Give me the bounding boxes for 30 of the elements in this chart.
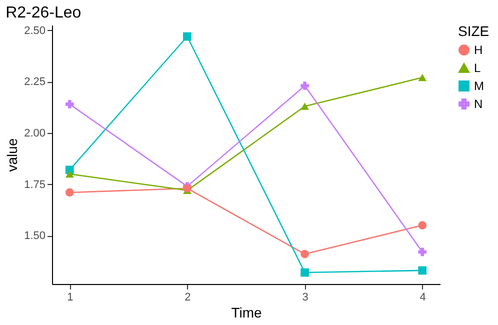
y-tick-label: 1.50 — [24, 230, 46, 242]
point — [300, 250, 309, 258]
y-tick-label: 1.75 — [24, 178, 46, 191]
y-tick-label: 2.25 — [24, 76, 46, 88]
legend-label: N — [474, 97, 483, 111]
y-tick-label: 2.00 — [24, 127, 46, 140]
legend-label: L — [474, 61, 481, 75]
legend-label: M — [474, 79, 484, 93]
y-axis-title: value — [4, 138, 20, 172]
point — [418, 221, 427, 230]
x-tick-label: 4 — [420, 292, 426, 304]
y-tick-label: 2.50 — [24, 24, 46, 37]
chart-title: R2-26-Leo — [6, 4, 82, 22]
point — [300, 82, 309, 90]
point — [418, 74, 427, 82]
point — [300, 102, 309, 110]
point — [418, 266, 427, 275]
x-tick-label: 2 — [184, 292, 191, 304]
point — [183, 184, 192, 193]
point — [183, 32, 192, 41]
point — [300, 268, 309, 277]
x-tick-label: 1 — [67, 292, 74, 304]
point — [418, 248, 427, 256]
x-axis-title: Time — [231, 304, 262, 320]
x-tick-label: 3 — [302, 292, 308, 304]
legend-label: H — [474, 43, 483, 57]
point — [65, 188, 74, 197]
point — [65, 100, 74, 108]
legend-title: SIZE — [458, 23, 490, 39]
point — [65, 170, 74, 178]
